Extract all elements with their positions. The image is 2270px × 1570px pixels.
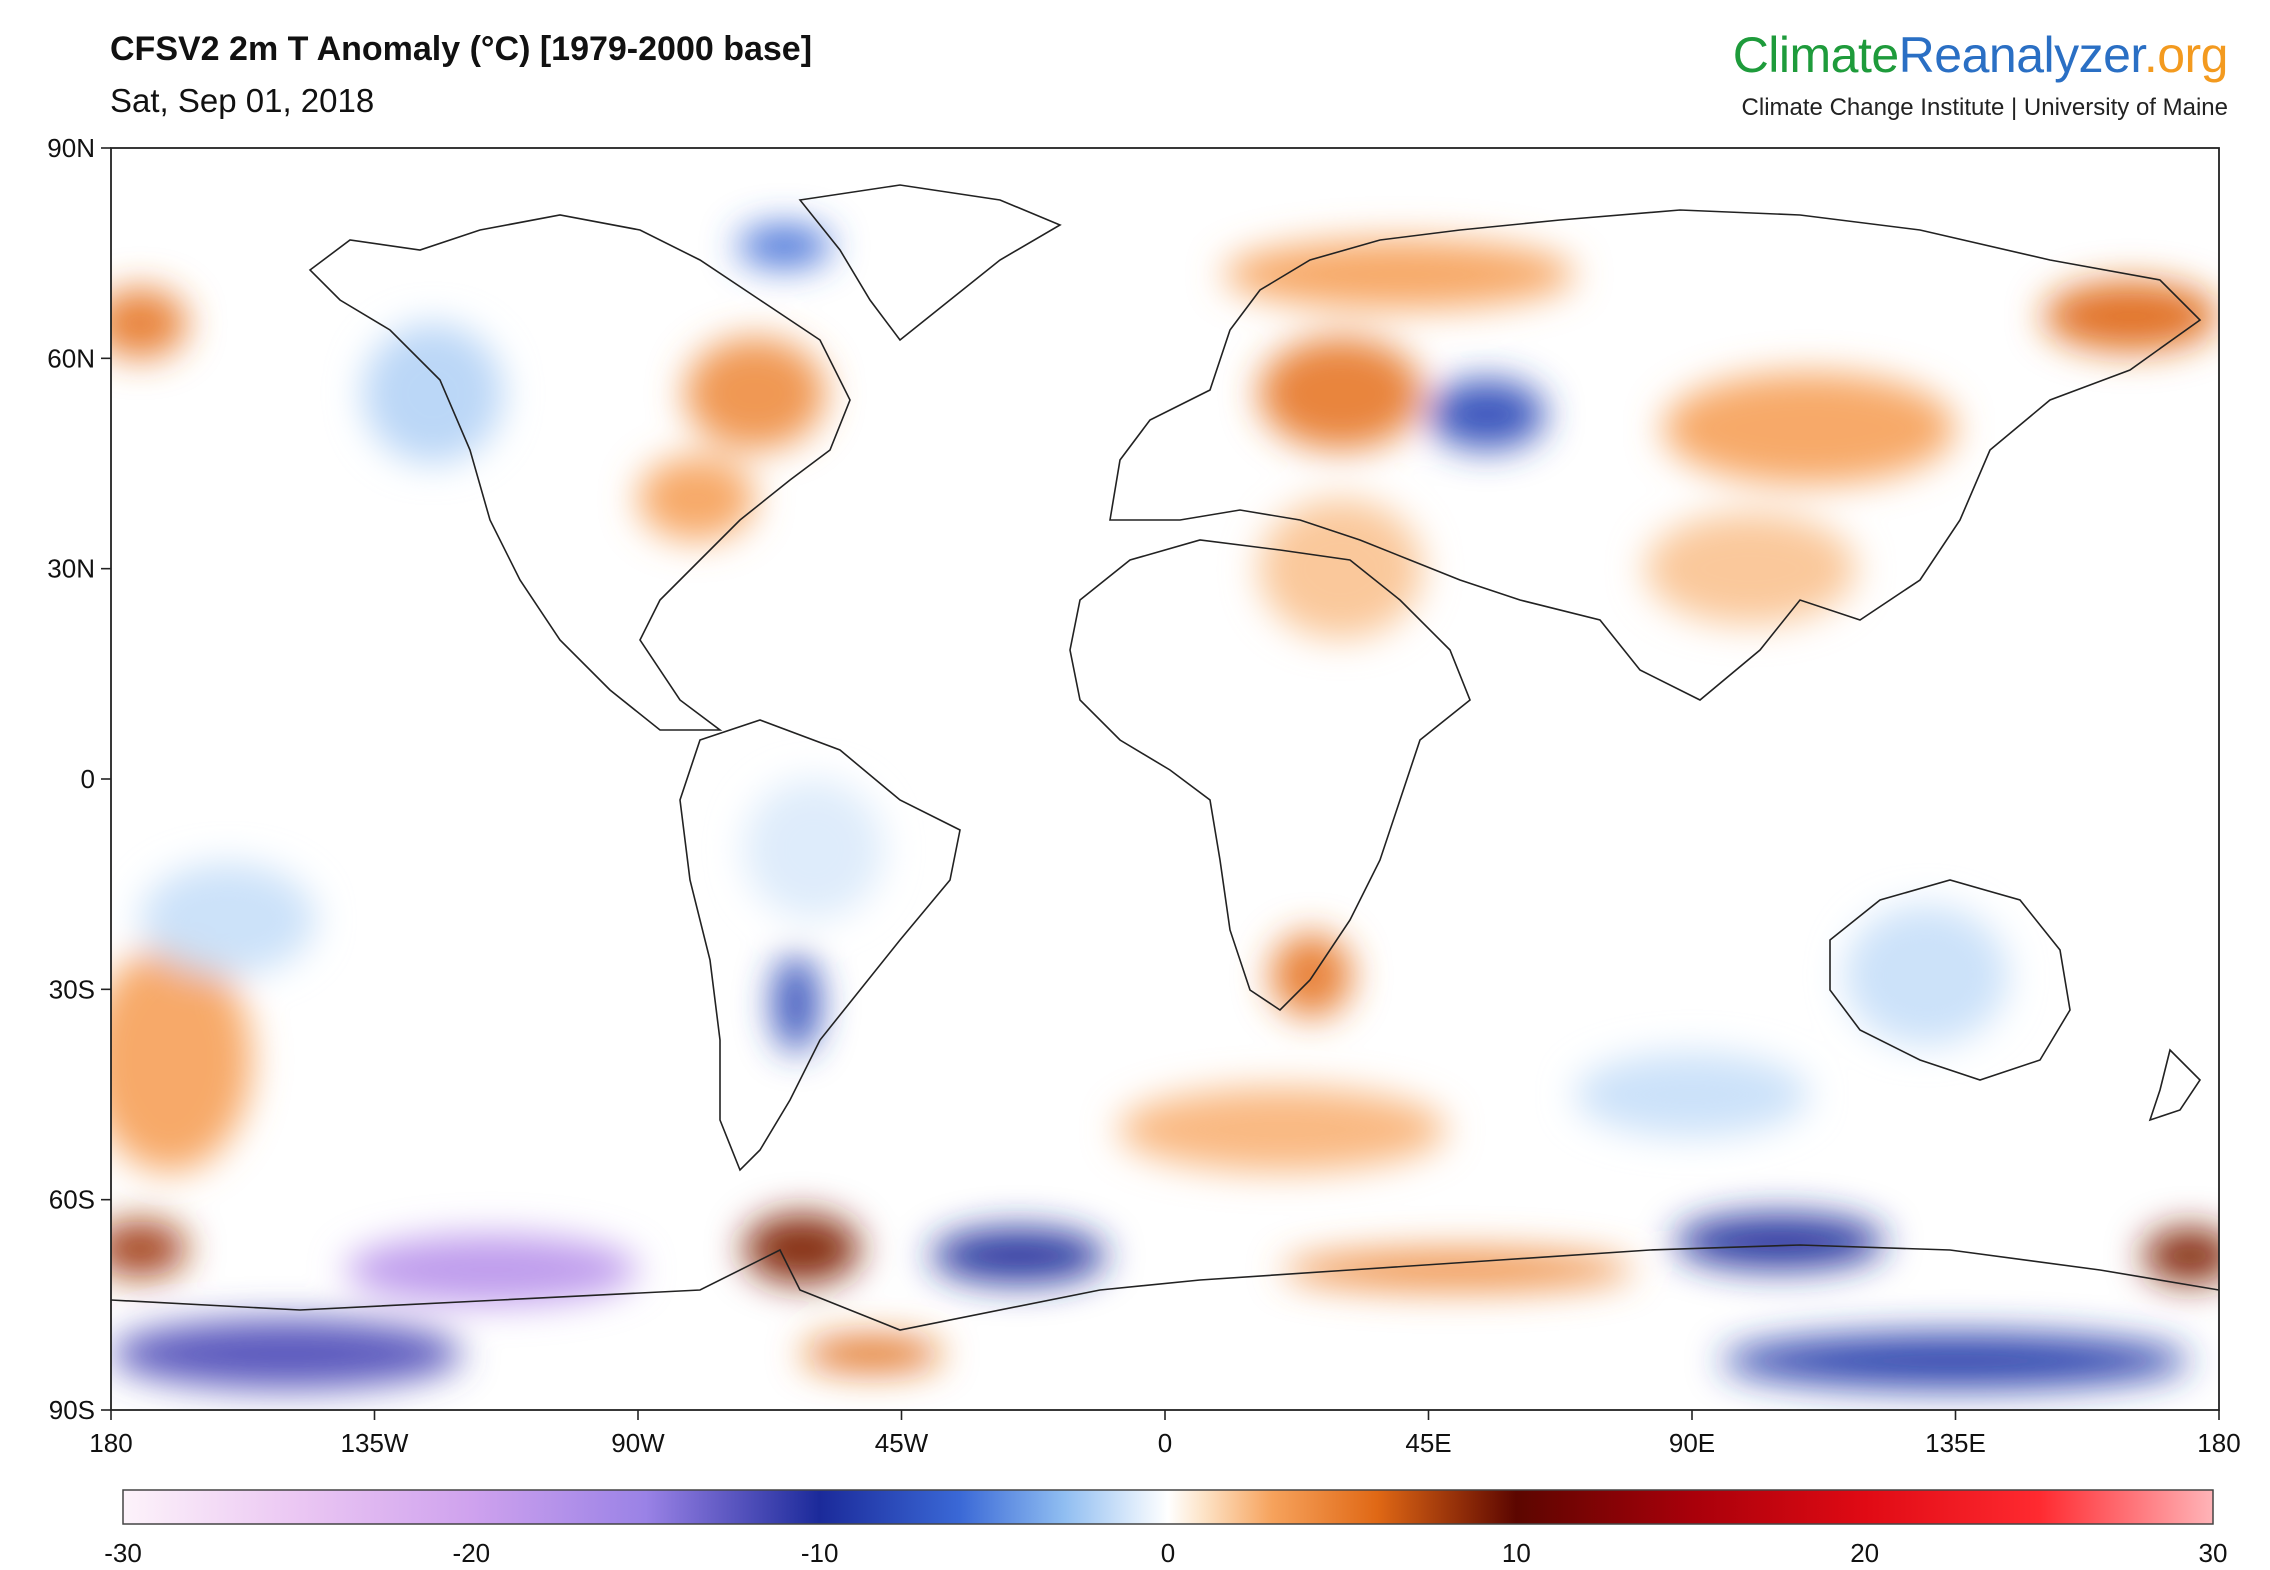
- longitude-axis: 180 135W 90W 45W 0 45E 90E 135E 180: [89, 1410, 2241, 1458]
- lat-tick-label: 30N: [47, 554, 95, 584]
- anomaly-field: [111, 225, 2219, 1389]
- coastline-africa: [1069, 539, 1471, 1012]
- lon-tick-label: 90E: [1669, 1428, 1715, 1458]
- anomaly-region-4: [111, 1318, 463, 1389]
- lat-tick-label: 90S: [49, 1395, 95, 1425]
- anomaly-region-26: [1844, 905, 2009, 1046]
- brand-part-climate: Climate: [1732, 27, 1899, 83]
- anomaly-region-2: [772, 954, 820, 1053]
- anomaly-region-24: [1645, 512, 1856, 625]
- brand-tagline: Climate Change Institute | University of…: [1741, 94, 2228, 121]
- lat-tick-label: 30S: [49, 974, 95, 1004]
- anomaly-region-16: [743, 1213, 861, 1284]
- brand-wordmark: ClimateReanalyzer.org: [1732, 27, 2229, 83]
- lon-tick-label: 180: [89, 1428, 132, 1458]
- lon-tick-label: 135W: [341, 1428, 409, 1458]
- coastline-greenland: [798, 184, 1062, 342]
- lon-tick-label: 135E: [1925, 1428, 1986, 1458]
- lon-tick-label: 0: [1158, 1428, 1172, 1458]
- anomaly-region-5: [930, 1227, 1107, 1284]
- colorbar-tick-label: 0: [1161, 1538, 1175, 1568]
- brand-part-org: .org: [2143, 27, 2229, 83]
- anomaly-region-1: [737, 225, 832, 268]
- anomaly-region-9: [1223, 239, 1575, 310]
- anomaly-region-0: [1428, 379, 1546, 450]
- colorbar-ticks: -30 -20 -10 0 10 20 30: [104, 1538, 2227, 1568]
- colorbar-tick-label: 20: [1850, 1538, 1879, 1568]
- colorbar-tick-label: 30: [2199, 1538, 2228, 1568]
- anomaly-region-19: [2142, 1227, 2219, 1284]
- coastline-australia: [1829, 879, 2071, 1081]
- latitude-axis: 90N 60N 30N 0 30S 60S 90S: [47, 133, 111, 1425]
- colorbar-tick-label: -20: [453, 1538, 491, 1568]
- anomaly-region-3: [345, 1234, 638, 1305]
- anomaly-region-15: [1270, 933, 1353, 1018]
- brand-logo[interactable]: ClimateReanalyzer.org Climate Change Ins…: [1732, 27, 2229, 122]
- map-title: CFSV2 2m T Anomaly (°C) [1979-2000 base]: [110, 30, 813, 68]
- anomaly-region-7: [1721, 1332, 2190, 1389]
- anomaly-region-22: [1118, 1087, 1447, 1172]
- anomaly-region-12: [684, 337, 826, 450]
- lat-tick-label: 60S: [49, 1185, 95, 1215]
- anomaly-region-14: [111, 288, 188, 359]
- anomaly-region-28: [362, 323, 504, 464]
- colorbar-tick-label: -30: [104, 1538, 142, 1568]
- anomaly-region-25: [140, 863, 316, 976]
- coastline-north-america: [308, 214, 851, 731]
- coastlines: [111, 184, 2219, 1331]
- anomaly-region-29: [743, 779, 884, 920]
- anomaly-region-23: [1258, 498, 1423, 639]
- lat-tick-label: 60N: [47, 343, 95, 373]
- lon-tick-label: 180: [2197, 1428, 2240, 1458]
- coastline-new-zealand: [2148, 1048, 2202, 1122]
- anomaly-region-21: [111, 947, 252, 1172]
- anomaly-region-6: [1674, 1213, 1886, 1270]
- anomaly-region-11: [1662, 372, 1956, 485]
- lat-tick-label: 0: [81, 764, 95, 794]
- lat-tick-label: 90N: [47, 133, 95, 163]
- brand-part-reanalyzer: Reanalyzer: [1898, 27, 2145, 83]
- lon-tick-label: 45E: [1405, 1428, 1451, 1458]
- lon-tick-label: 90W: [611, 1428, 665, 1458]
- anomaly-region-8: [1258, 337, 1423, 450]
- anomaly-region-27: [1574, 1052, 1810, 1137]
- anomaly-region-10: [2043, 281, 2219, 352]
- colorbar: [122, 1489, 2214, 1525]
- anomaly-region-20: [111, 1220, 188, 1277]
- anomaly-region-17: [801, 1336, 943, 1372]
- coastline-eurasia: [1109, 209, 2202, 701]
- anomaly-region-18: [1282, 1248, 1634, 1291]
- lon-tick-label: 45W: [875, 1428, 929, 1458]
- coastline-south-america: [679, 719, 961, 1172]
- colorbar-tick-label: 10: [1502, 1538, 1531, 1568]
- colorbar-tick-label: -10: [801, 1538, 839, 1568]
- coastline-antarctica: [111, 1244, 2219, 1331]
- map-date: Sat, Sep 01, 2018: [110, 82, 375, 119]
- anomaly-region-13: [638, 456, 756, 541]
